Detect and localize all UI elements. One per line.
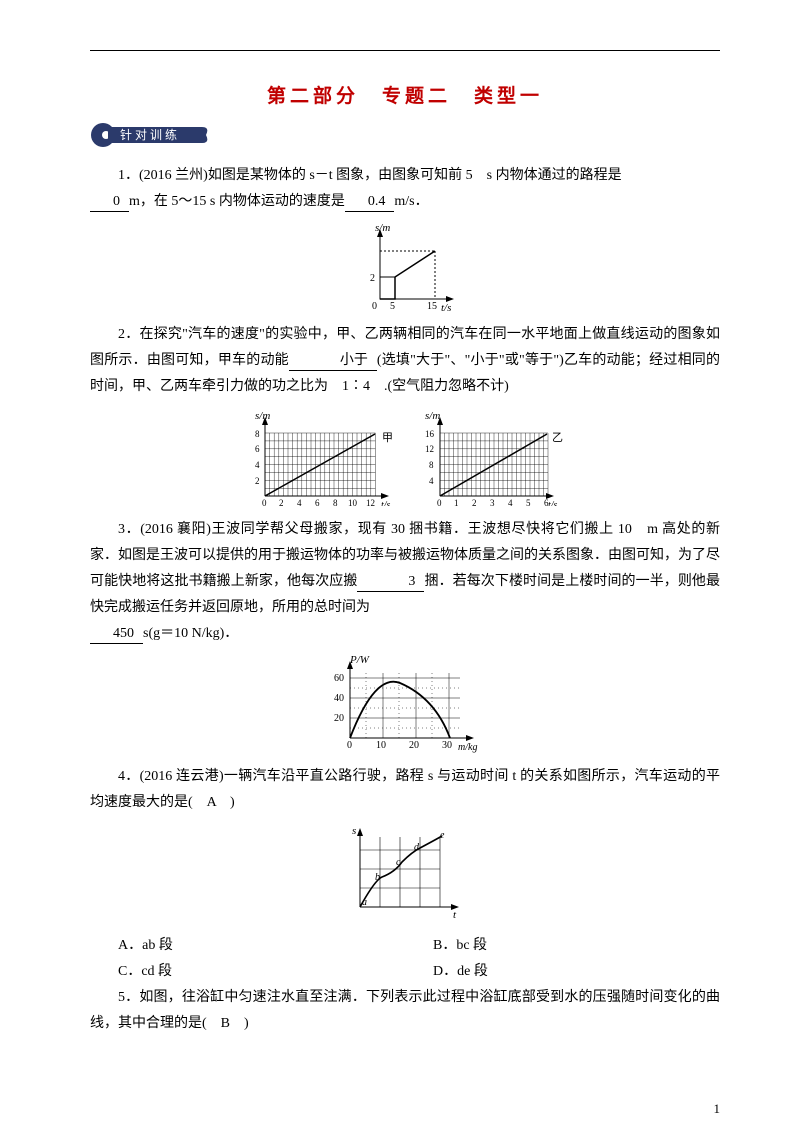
- svg-text:60: 60: [334, 673, 344, 684]
- svg-text:4: 4: [508, 498, 513, 506]
- svg-text:4: 4: [297, 498, 302, 506]
- svg-text:5: 5: [526, 498, 531, 506]
- svg-text:6: 6: [315, 498, 320, 506]
- svg-text:乙: 乙: [552, 431, 563, 444]
- q1-text2: 0 m，在 5～15 s 内物体运动的速度是 0.4 m/s．: [90, 189, 720, 215]
- svg-text:8: 8: [429, 460, 434, 470]
- svg-text:d: d: [414, 842, 420, 853]
- svg-text:16: 16: [425, 429, 435, 439]
- svg-text:1: 1: [454, 498, 459, 506]
- q4-optA: A．ab 段: [90, 933, 405, 959]
- svg-text:0: 0: [262, 498, 267, 506]
- q4-chart: s t a b c d e: [90, 822, 720, 927]
- q4-optC: C．cd 段: [90, 959, 405, 985]
- q2-blank1: 小于: [289, 352, 377, 371]
- svg-text:s/m: s/m: [255, 410, 270, 422]
- q3-text: 3．(2016 襄阳)王波同学帮父母搬家，现有 30 捆书籍．王波想尽快将它们搬…: [90, 517, 720, 621]
- svg-text:s: s: [352, 825, 356, 837]
- svg-text:30: 30: [442, 740, 452, 751]
- svg-text:5: 5: [390, 301, 395, 311]
- q1-blank2: 0.4: [345, 193, 395, 212]
- svg-text:b: b: [375, 872, 380, 883]
- svg-text:c: c: [396, 857, 401, 868]
- svg-text:t/s: t/s: [441, 302, 451, 311]
- svg-text:m/kg: m/kg: [458, 742, 477, 753]
- q3-text2: 450 s(g＝10 N/kg)．: [90, 621, 720, 647]
- q1-blank1: 0: [90, 193, 129, 212]
- svg-text:t/s: t/s: [381, 500, 391, 506]
- q4-text: 4．(2016 连云港)一辆汽车沿平直公路行驶，路程 s 与运动时间 t 的关系…: [90, 764, 720, 816]
- svg-text:8: 8: [255, 429, 260, 439]
- page-title: 第二部分 专题二 类型一: [90, 81, 720, 108]
- q2-text: 2．在探究"汽车的速度"的实验中，甲、乙两辆相同的汽车在同一水平地面上做直线运动…: [90, 322, 720, 400]
- svg-text:15: 15: [427, 301, 437, 311]
- svg-text:P/W: P/W: [349, 654, 370, 666]
- q3-blank2: 450: [90, 625, 143, 644]
- svg-text:0: 0: [437, 498, 442, 506]
- svg-text:甲: 甲: [382, 432, 393, 444]
- svg-text:10: 10: [348, 498, 358, 506]
- q1-text: 1．(2016 兰州)如图是某物体的 s－t 图象，由图象可知前 5 s 内物体…: [90, 163, 720, 189]
- svg-text:4: 4: [255, 460, 260, 470]
- svg-text:8: 8: [333, 498, 338, 506]
- svg-text:3: 3: [490, 498, 495, 506]
- svg-text:12: 12: [366, 498, 375, 506]
- q2-chart: s/m 8 6 4 2 0 2 4 6 8 10 12 t/s 甲: [90, 406, 720, 511]
- svg-text:0: 0: [372, 301, 377, 311]
- svg-text:12: 12: [425, 444, 434, 454]
- page-number: 1: [714, 1101, 721, 1117]
- q4-optB: B．bc 段: [405, 933, 720, 959]
- svg-text:s/m: s/m: [425, 410, 440, 422]
- svg-text:40: 40: [334, 693, 344, 704]
- svg-text:2: 2: [255, 476, 260, 486]
- q5-text: 5．如图，往浴缸中匀速注水直至注满．下列表示此过程中浴缸底部受到水的压强随时间变…: [90, 985, 720, 1037]
- q4-optD: D．de 段: [405, 959, 720, 985]
- svg-text:20: 20: [409, 740, 419, 751]
- svg-text:t: t: [453, 909, 457, 921]
- q3-chart: P/W 60 40 20 0 10: [90, 653, 720, 758]
- badge-text: 针 对 训 练: [120, 127, 177, 142]
- svg-text:e: e: [440, 830, 445, 841]
- q3-blank1: 3: [357, 573, 424, 592]
- svg-text:a: a: [362, 897, 367, 908]
- section-badge: 针 对 训 练: [90, 122, 210, 148]
- svg-text:0: 0: [347, 740, 352, 751]
- svg-text:2: 2: [370, 273, 375, 284]
- q1-chart: s/m 0 5 15 t/s 2: [90, 221, 720, 316]
- svg-text:s/m: s/m: [375, 222, 390, 234]
- svg-text:20: 20: [334, 713, 344, 724]
- svg-text:10: 10: [376, 740, 386, 751]
- svg-text:2: 2: [472, 498, 477, 506]
- q4-options: A．ab 段 B．bc 段 C．cd 段 D．de 段: [90, 933, 720, 985]
- svg-text:t/s: t/s: [548, 500, 558, 506]
- svg-text:2: 2: [279, 498, 284, 506]
- svg-text:4: 4: [429, 476, 434, 486]
- svg-text:6: 6: [255, 444, 260, 454]
